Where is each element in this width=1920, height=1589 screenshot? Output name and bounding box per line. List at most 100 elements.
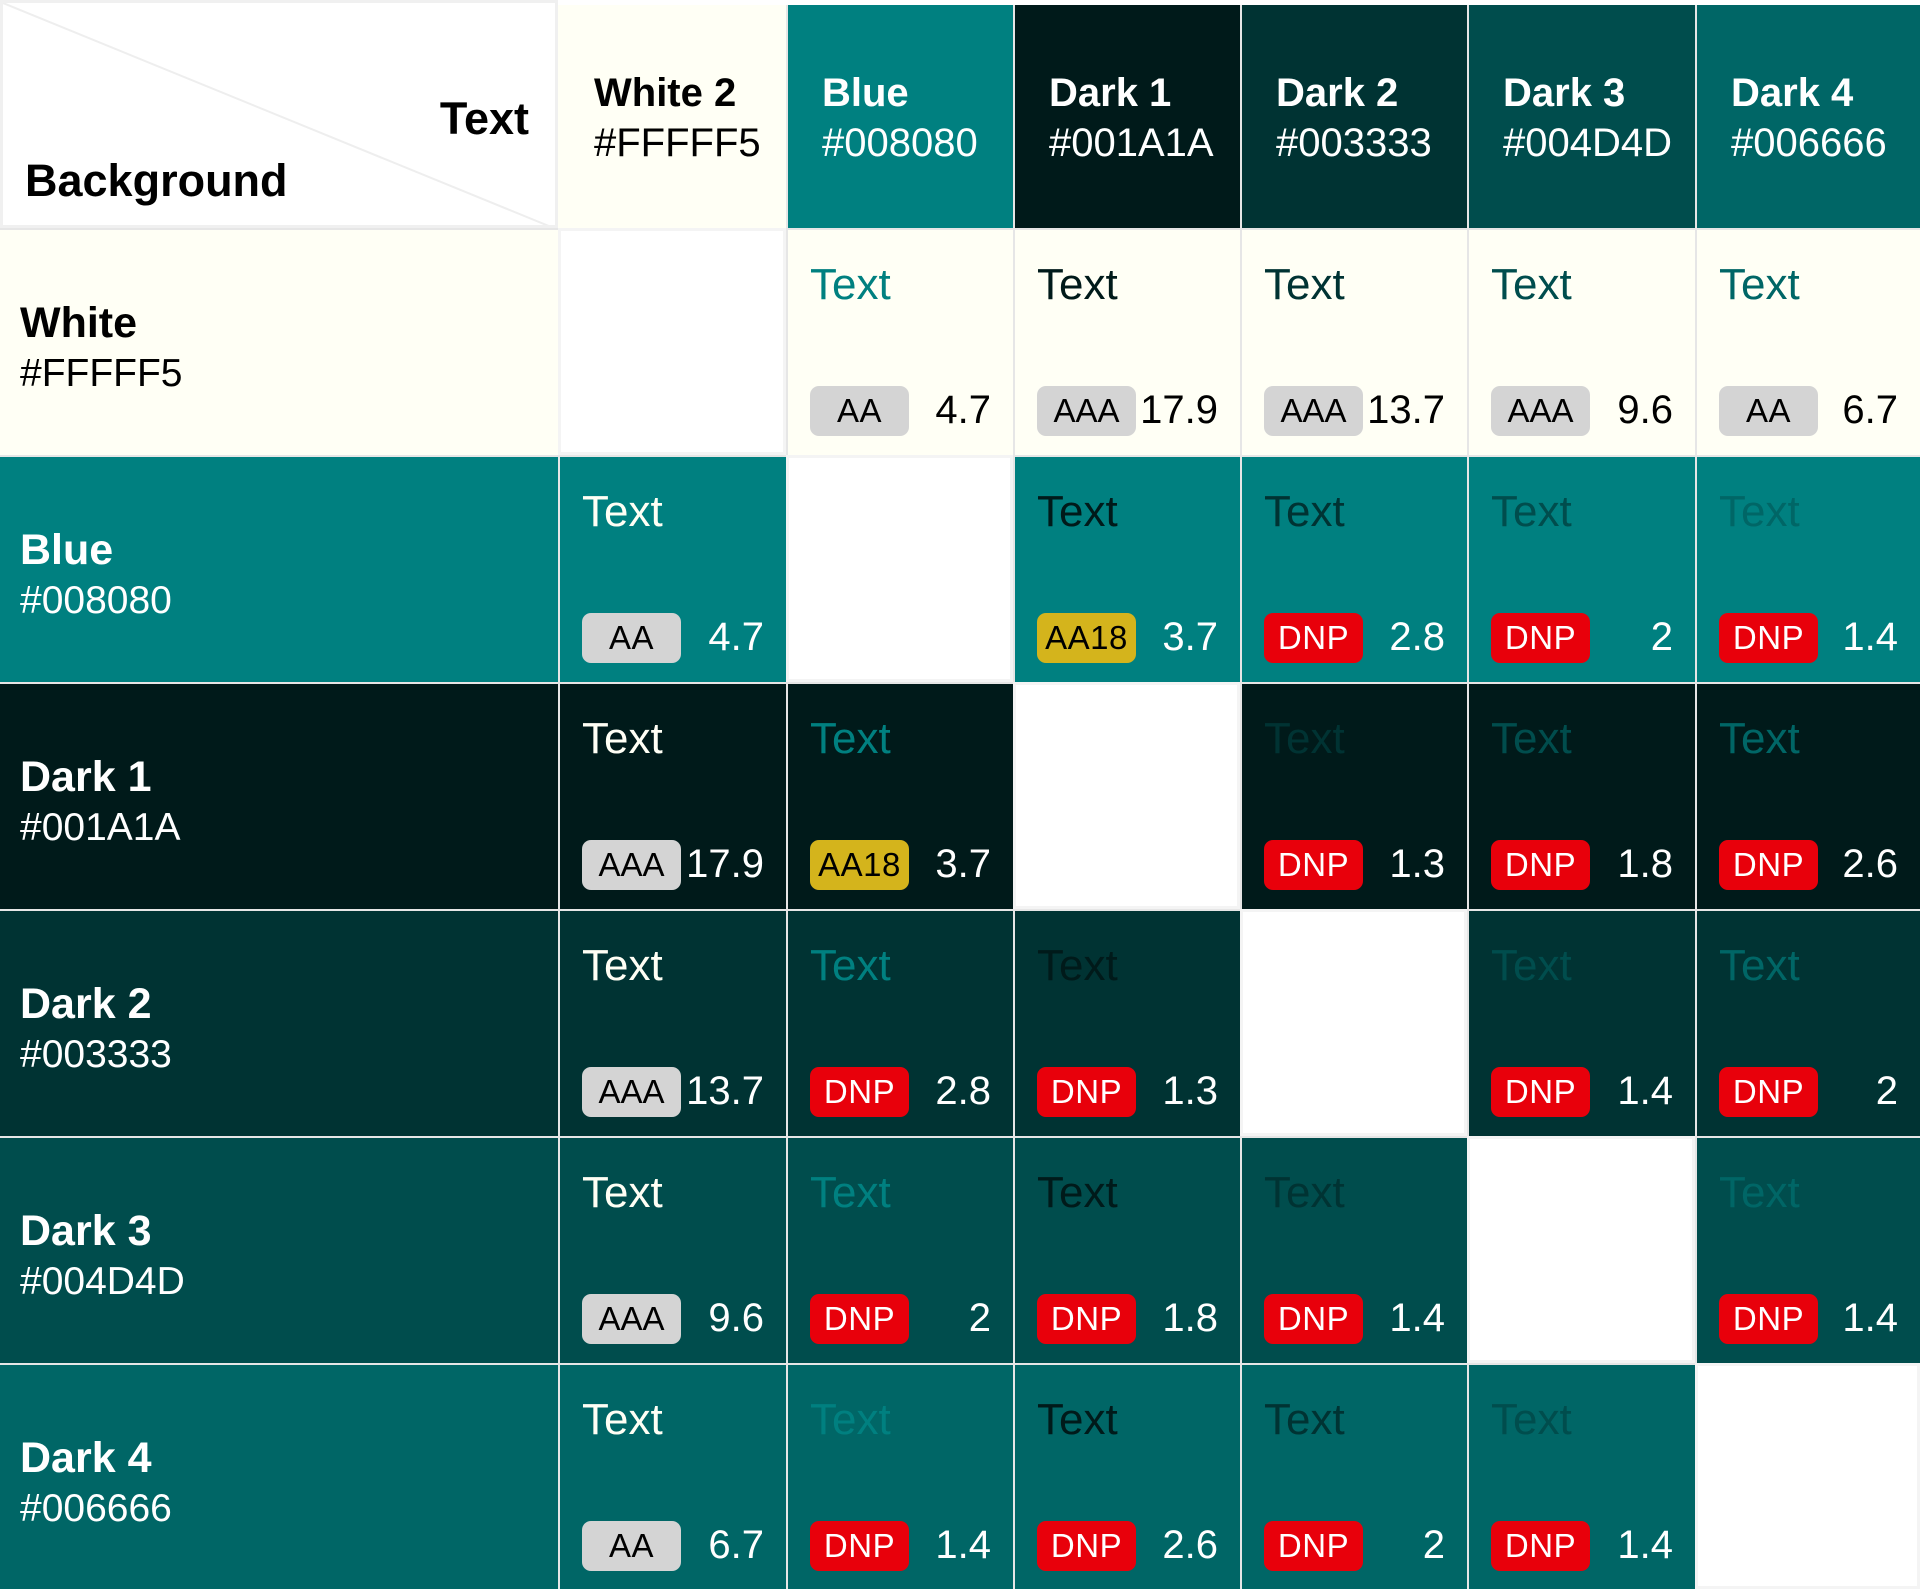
rating-badge: DNP xyxy=(1719,1294,1818,1344)
rating-badge: AAA xyxy=(1037,386,1136,436)
sample-text: Text xyxy=(1037,487,1118,536)
contrast-ratio: 1.4 xyxy=(1389,1296,1445,1340)
row-header-hex: #003333 xyxy=(20,1033,172,1076)
rating-badge: AAA xyxy=(582,840,681,890)
empty-cell xyxy=(1695,1363,1920,1589)
contrast-ratio: 6.7 xyxy=(1842,388,1898,432)
contrast-cell: Text AAA 9.6 xyxy=(558,1136,786,1363)
rating-badge: DNP xyxy=(810,1521,909,1571)
sample-text: Text xyxy=(810,714,891,763)
rating-badge: DNP xyxy=(1491,840,1590,890)
rating-badge: AA xyxy=(582,613,681,663)
diagonal-divider xyxy=(3,3,549,225)
contrast-cell: Text AA 4.7 xyxy=(558,455,786,682)
contrast-ratio: 17.9 xyxy=(1140,388,1218,432)
sample-text: Text xyxy=(810,1168,891,1217)
contrast-ratio: 3.7 xyxy=(935,842,991,886)
row-header-name: Dark 2 xyxy=(20,980,152,1028)
row-header-hex: #004D4D xyxy=(20,1260,185,1303)
sample-text: Text xyxy=(1037,260,1118,309)
rating-badge: DNP xyxy=(810,1067,909,1117)
rating-badge: DNP xyxy=(1491,613,1590,663)
empty-cell xyxy=(1467,1136,1695,1363)
row-header-dark-2: Dark 2 #003333 xyxy=(0,909,558,1136)
contrast-ratio: 17.9 xyxy=(686,842,764,886)
rating-badge: AAA xyxy=(1491,386,1590,436)
row-header-name: Dark 3 xyxy=(20,1207,152,1255)
contrast-ratio: 2 xyxy=(968,1296,991,1340)
column-header-hex: #FFFFF5 xyxy=(594,121,761,165)
sample-text: Text xyxy=(582,714,663,763)
sample-text: Text xyxy=(1264,714,1345,763)
sample-text: Text xyxy=(1491,487,1572,536)
sample-text: Text xyxy=(1491,714,1572,763)
sample-text: Text xyxy=(1719,714,1800,763)
contrast-cell: Text AAA 9.6 xyxy=(1467,228,1695,455)
row-header-dark-1: Dark 1 #001A1A xyxy=(0,682,558,909)
contrast-cell: Text AA18 3.7 xyxy=(1013,455,1240,682)
contrast-ratio: 9.6 xyxy=(708,1296,764,1340)
rating-badge: DNP xyxy=(1719,613,1818,663)
rating-badge: AA18 xyxy=(810,840,909,890)
contrast-cell: Text DNP 1.4 xyxy=(1240,1136,1467,1363)
sample-text: Text xyxy=(810,260,891,309)
empty-cell xyxy=(1013,682,1240,909)
row-header-name: Dark 4 xyxy=(20,1434,152,1482)
corner-background-label: Background xyxy=(25,155,288,206)
row-header-name: Blue xyxy=(20,526,114,574)
rating-badge: AA18 xyxy=(1037,613,1136,663)
sample-text: Text xyxy=(1719,487,1800,536)
contrast-cell: Text DNP 1.8 xyxy=(1467,682,1695,909)
contrast-ratio: 9.6 xyxy=(1617,388,1673,432)
contrast-cell: Text DNP 2.8 xyxy=(1240,455,1467,682)
column-header-hex: #001A1A xyxy=(1049,121,1214,165)
contrast-ratio: 3.7 xyxy=(1162,615,1218,659)
contrast-cell: Text AA18 3.7 xyxy=(786,682,1013,909)
sample-text: Text xyxy=(1491,941,1572,990)
contrast-ratio: 2 xyxy=(1875,1069,1898,1113)
row-header-name: White xyxy=(20,299,138,347)
sample-text: Text xyxy=(1264,1168,1345,1217)
rating-badge: AA xyxy=(1719,386,1818,436)
contrast-cell: Text DNP 1.8 xyxy=(1013,1136,1240,1363)
contrast-cell: Text AAA 17.9 xyxy=(1013,228,1240,455)
sample-text: Text xyxy=(810,941,891,990)
corner-text-label: Text xyxy=(439,93,529,144)
contrast-cell: Text DNP 1.4 xyxy=(1695,455,1920,682)
column-header-hex: #003333 xyxy=(1276,121,1432,165)
empty-cell xyxy=(1240,909,1467,1136)
rating-badge: AAA xyxy=(582,1067,681,1117)
contrast-ratio: 2.8 xyxy=(1389,615,1445,659)
rating-badge: DNP xyxy=(1264,613,1363,663)
rating-badge: AAA xyxy=(582,1294,681,1344)
contrast-cell: Text DNP 1.4 xyxy=(1467,1363,1695,1589)
contrast-ratio: 6.7 xyxy=(708,1523,764,1567)
contrast-cell: Text AAA 13.7 xyxy=(1240,228,1467,455)
row-header-dark-3: Dark 3 #004D4D xyxy=(0,1136,558,1363)
sample-text: Text xyxy=(1719,1168,1800,1217)
rating-badge: DNP xyxy=(1037,1294,1136,1344)
contrast-ratio: 1.4 xyxy=(1617,1523,1673,1567)
contrast-ratio: 1.4 xyxy=(1617,1069,1673,1113)
contrast-ratio: 13.7 xyxy=(686,1069,764,1113)
column-header-hex: #004D4D xyxy=(1503,121,1673,165)
rating-badge: AA xyxy=(810,386,909,436)
column-header-hex: #006666 xyxy=(1731,121,1887,165)
contrast-cell: Text DNP 2 xyxy=(1467,455,1695,682)
sample-text: Text xyxy=(1491,260,1572,309)
row-header-hex: #008080 xyxy=(20,579,172,622)
column-header-name: Blue xyxy=(822,71,909,115)
contrast-cell: Text DNP 1.3 xyxy=(1240,682,1467,909)
rating-badge: DNP xyxy=(1264,1294,1363,1344)
contrast-cell: Text AA 4.7 xyxy=(786,228,1013,455)
contrast-cell: Text DNP 2 xyxy=(1240,1363,1467,1589)
column-header-dark-3: Dark 3 #004D4D xyxy=(1467,5,1695,228)
empty-cell xyxy=(558,228,786,455)
column-header-dark-4: Dark 4 #006666 xyxy=(1695,5,1920,228)
contrast-cell: Text AAA 13.7 xyxy=(558,909,786,1136)
contrast-cell: Text DNP 2.6 xyxy=(1695,682,1920,909)
contrast-ratio: 1.4 xyxy=(1842,1296,1898,1340)
column-header-dark-2: Dark 2 #003333 xyxy=(1240,5,1467,228)
rating-badge: DNP xyxy=(1491,1521,1590,1571)
